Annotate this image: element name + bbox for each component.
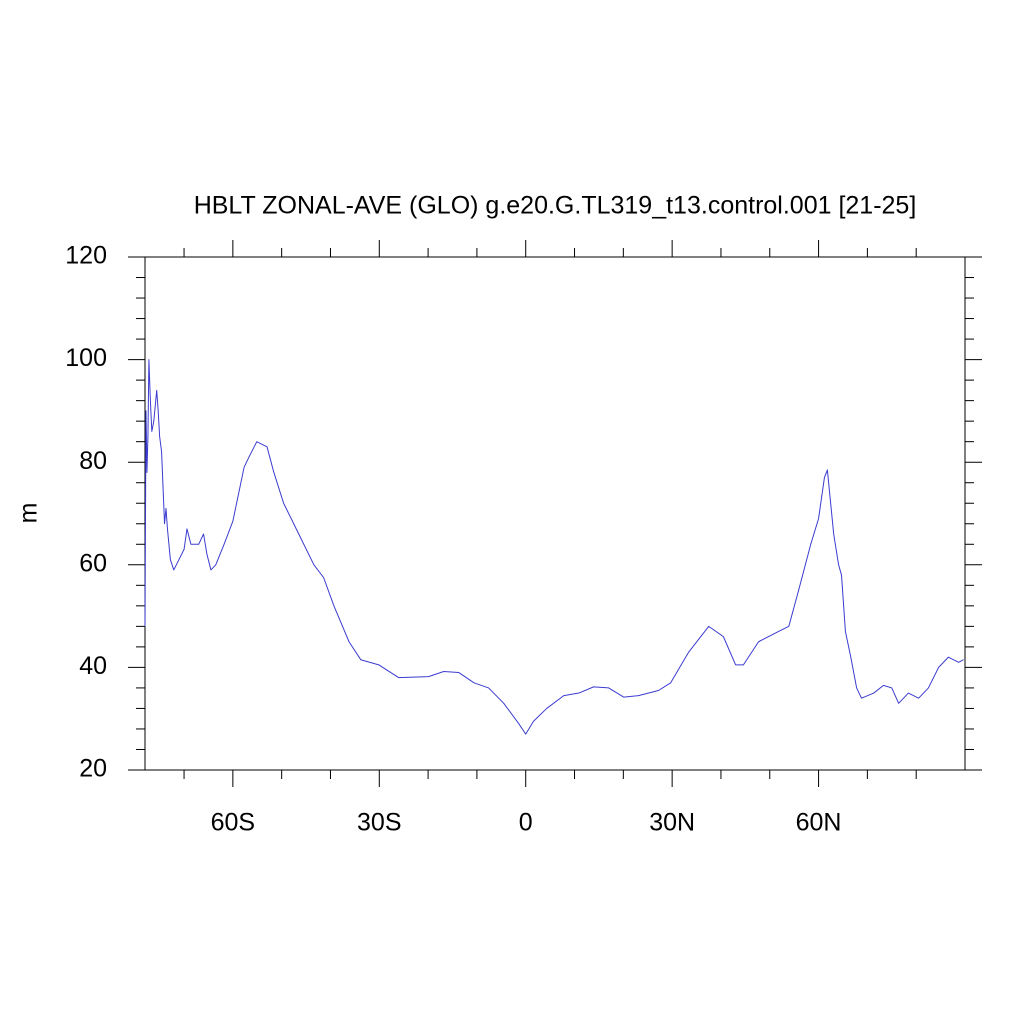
x-tick-label: 60S [211,809,255,837]
y-tick-label: 100 [65,344,107,372]
y-axis-label: m [15,503,43,524]
x-tick-label: 30S [357,809,401,837]
plot-frame [144,256,966,771]
x-tick-label: 60N [796,809,842,837]
data-line [144,359,964,735]
y-tick-label: 40 [79,652,107,680]
y-tick-label: 20 [79,755,107,783]
y-tick-label: 80 [79,447,107,475]
y-tick-label: 120 [65,242,107,270]
y-tick-label: 60 [79,549,107,577]
x-tick-label: 0 [519,809,533,837]
chart-title: HBLT ZONAL-AVE (GLO) g.e20.G.TL319_t13.c… [194,192,917,220]
x-tick-label: 30N [649,809,695,837]
